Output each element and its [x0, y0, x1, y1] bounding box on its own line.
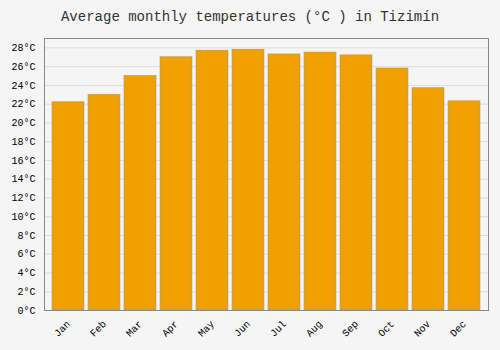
- svg-text:20°C: 20°C: [11, 118, 35, 129]
- html-text:Average monthly temperatures (: Average monthly temperatures (°C ) in Ti…: [61, 9, 439, 25]
- svg-text:22°C: 22°C: [11, 99, 35, 110]
- svg-text:Jun: Jun: [232, 319, 253, 340]
- svg-text:Nov: Nov: [412, 319, 433, 340]
- svg-text:2°C: 2°C: [17, 287, 35, 298]
- svg-text:Jul: Jul: [268, 319, 289, 340]
- svg-text:14°C: 14°C: [11, 174, 35, 185]
- svg-text:Aug: Aug: [304, 319, 325, 340]
- svg-text:0°C: 0°C: [17, 306, 35, 317]
- svg-text:Oct: Oct: [376, 319, 397, 340]
- svg-text:12°C: 12°C: [11, 193, 35, 204]
- svg-text:4°C: 4°C: [17, 268, 35, 279]
- svg-text:Feb: Feb: [88, 319, 109, 340]
- svg-text:Mar: Mar: [124, 319, 145, 340]
- svg-text:8°C: 8°C: [17, 231, 35, 242]
- svg-text:Sep: Sep: [340, 319, 361, 340]
- svg-text:Dec: Dec: [448, 319, 469, 340]
- svg-text:26°C: 26°C: [11, 62, 35, 73]
- svg-text:May: May: [196, 319, 217, 340]
- svg-text:Apr: Apr: [160, 319, 181, 340]
- svg-text:16°C: 16°C: [11, 156, 35, 167]
- svg-text:18°C: 18°C: [11, 137, 35, 148]
- svg-text:28°C: 28°C: [11, 43, 35, 54]
- svg-text:24°C: 24°C: [11, 81, 35, 92]
- svg-text:10°C: 10°C: [11, 212, 35, 223]
- svg-text:6°C: 6°C: [17, 249, 35, 260]
- svg-text:Jan: Jan: [52, 319, 73, 340]
